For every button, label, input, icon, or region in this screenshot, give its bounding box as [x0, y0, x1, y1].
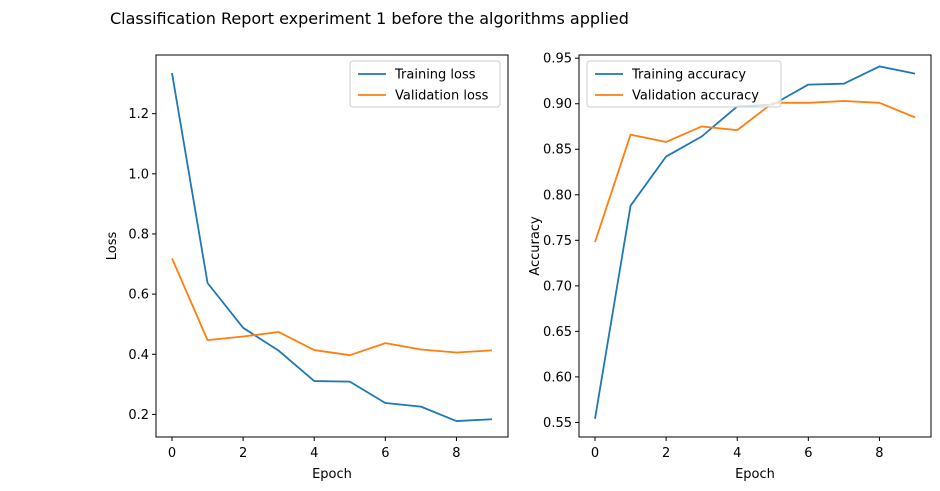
validation-accuracy-line: [594, 100, 916, 243]
loss-y-tick-label: 1.2: [128, 107, 149, 122]
accuracy-y-tick-label: 0.55: [543, 416, 572, 431]
loss-y-axis-label: Loss: [105, 232, 120, 261]
accuracy-y-tick-label: 0.75: [543, 234, 572, 249]
accuracy-y-axis-label: Accuracy: [528, 216, 543, 276]
accuracy-x-tick-label: 6: [804, 446, 812, 461]
accuracy-x-tick-label: 2: [662, 446, 670, 461]
loss-y-tick-label: 0.4: [128, 348, 149, 363]
accuracy-y-tick-label: 0.95: [543, 52, 572, 67]
loss-legend: Training loss Validation loss: [349, 60, 501, 108]
accuracy-y-tick-label: 0.60: [543, 370, 572, 385]
training-loss-line: [171, 72, 493, 422]
accuracy-y-tick-label: 0.85: [543, 143, 572, 158]
accuracy-x-tick-label: 4: [733, 446, 741, 461]
loss-y-tick-label: 1.0: [128, 167, 149, 182]
loss-x-axis-label: Epoch: [312, 467, 352, 482]
accuracy-plot-frame: [578, 54, 932, 438]
accuracy-y-tick-label: 0.90: [543, 97, 572, 112]
loss-x-tick-label: 8: [452, 446, 460, 461]
loss-chart: 0 2 4 6 8 0.2 0.4 0.6 0.8 1.0 1.2 Epoch Loss Training…: [105, 54, 509, 482]
loss-y-tick-label: 0.2: [128, 408, 149, 423]
legend-label: Validation loss: [395, 89, 489, 104]
accuracy-legend-box: [586, 60, 782, 108]
loss-x-tick-label: 6: [381, 446, 389, 461]
loss-y-tick-label: 0.8: [128, 227, 149, 242]
accuracy-x-tick-label: 0: [591, 446, 599, 461]
loss-x-tick-label: 0: [168, 446, 176, 461]
legend-label: Validation accuracy: [632, 89, 759, 104]
accuracy-y-tick-label: 0.65: [543, 325, 572, 340]
accuracy-legend: Training accuracy Validation accuracy: [586, 60, 782, 108]
accuracy-x-tick-label: 8: [875, 446, 883, 461]
figure-title: Classification Report experiment 1 befor…: [110, 9, 629, 28]
loss-x-tick-label: 4: [310, 446, 318, 461]
accuracy-y-tick-label: 0.70: [543, 279, 572, 294]
validation-loss-line: [171, 257, 493, 357]
legend-label: Training loss: [394, 68, 476, 83]
legend-label: Training accuracy: [631, 68, 746, 83]
accuracy-chart: 0 2 4 6 8 0.55 0.60 0.65 0.70 0.75 0.80 0.85 0.90 0.9…: [528, 52, 932, 482]
loss-plot-frame: [155, 54, 509, 438]
accuracy-y-tick-label: 0.80: [543, 188, 572, 203]
loss-y-tick-label: 0.6: [128, 288, 149, 303]
loss-legend-box: [349, 60, 501, 108]
accuracy-x-axis-label: Epoch: [735, 467, 775, 482]
loss-x-tick-label: 2: [239, 446, 247, 461]
